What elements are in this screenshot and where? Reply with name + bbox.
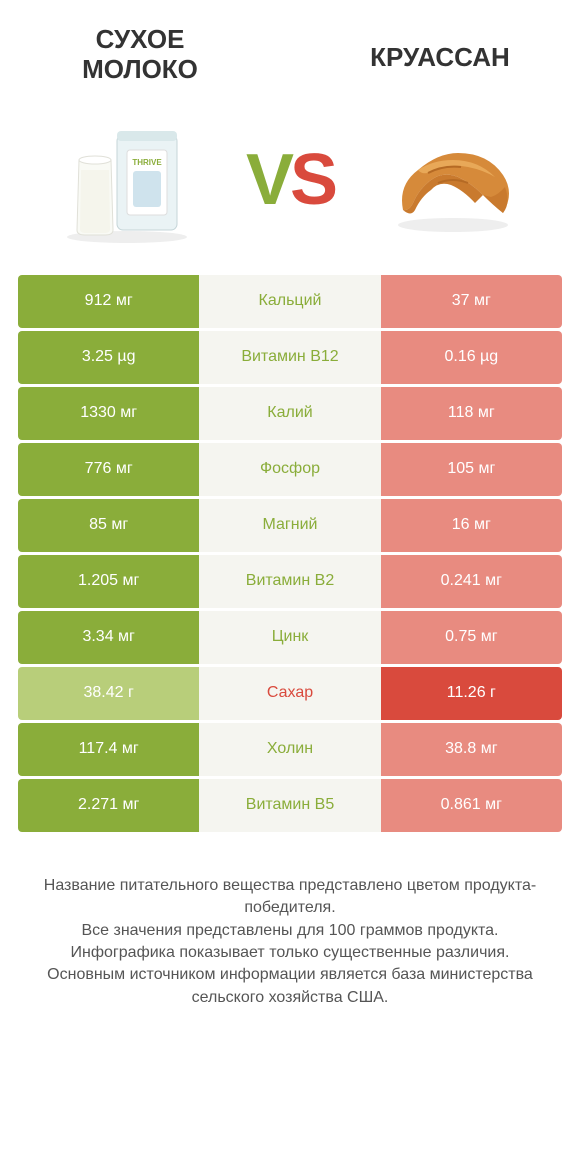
value-right: 38.8 мг — [381, 723, 562, 776]
table-row: 3.25 µgВитамин B120.16 µg — [18, 331, 562, 384]
footer-line: Инфографика показывает только существенн… — [30, 942, 550, 964]
value-right: 11.26 г — [381, 667, 562, 720]
product-right-image — [378, 110, 528, 250]
value-right: 0.861 мг — [381, 779, 562, 832]
nutrient-label: Фосфор — [199, 443, 380, 496]
value-left: 3.34 мг — [18, 611, 199, 664]
table-row: 85 мгМагний16 мг — [18, 499, 562, 552]
value-right: 16 мг — [381, 499, 562, 552]
milk-icon: THRIVE — [57, 115, 197, 245]
product-left-title: СУХОЕ МОЛОКО — [40, 25, 240, 85]
comparison-table: 912 мгКальций37 мг3.25 µgВитамин B120.16… — [0, 275, 580, 832]
value-right: 0.75 мг — [381, 611, 562, 664]
value-left: 38.42 г — [18, 667, 199, 720]
table-row: 3.34 мгЦинк0.75 мг — [18, 611, 562, 664]
nutrient-label: Холин — [199, 723, 380, 776]
nutrient-label: Кальций — [199, 275, 380, 328]
value-left: 776 мг — [18, 443, 199, 496]
croissant-icon — [383, 115, 523, 245]
table-row: 2.271 мгВитамин B50.861 мг — [18, 779, 562, 832]
table-row: 1330 мгКалий118 мг — [18, 387, 562, 440]
value-left: 117.4 мг — [18, 723, 199, 776]
value-right: 0.16 µg — [381, 331, 562, 384]
value-left: 1330 мг — [18, 387, 199, 440]
footer-notes: Название питательного вещества представл… — [0, 835, 580, 1009]
product-right-title: КРУАССАН — [340, 25, 540, 85]
value-right: 37 мг — [381, 275, 562, 328]
nutrient-label: Витамин B12 — [199, 331, 380, 384]
value-left: 912 мг — [18, 275, 199, 328]
table-row: 117.4 мгХолин38.8 мг — [18, 723, 562, 776]
value-right: 0.241 мг — [381, 555, 562, 608]
product-left-image: THRIVE — [52, 110, 202, 250]
table-row: 1.205 мгВитамин B20.241 мг — [18, 555, 562, 608]
table-row: 38.42 гСахар11.26 г — [18, 667, 562, 720]
footer-line: Основным источником информации является … — [30, 964, 550, 1009]
nutrient-label: Калий — [199, 387, 380, 440]
nutrient-label: Витамин B5 — [199, 779, 380, 832]
value-right: 105 мг — [381, 443, 562, 496]
value-left: 85 мг — [18, 499, 199, 552]
table-row: 776 мгФосфор105 мг — [18, 443, 562, 496]
value-left: 1.205 мг — [18, 555, 199, 608]
nutrient-label: Сахар — [199, 667, 380, 720]
value-right: 118 мг — [381, 387, 562, 440]
vs-s: S — [290, 140, 334, 220]
vs-v: V — [246, 140, 290, 220]
footer-line: Название питательного вещества представл… — [30, 875, 550, 920]
value-left: 2.271 мг — [18, 779, 199, 832]
nutrient-label: Магний — [199, 499, 380, 552]
header: СУХОЕ МОЛОКО КРУАССАН — [0, 0, 580, 95]
footer-line: Все значения представлены для 100 граммо… — [30, 920, 550, 942]
value-left: 3.25 µg — [18, 331, 199, 384]
vs-label: VS — [246, 139, 334, 221]
images-row: THRIVE VS — [0, 95, 580, 275]
svg-text:THRIVE: THRIVE — [132, 158, 162, 167]
nutrient-label: Цинк — [199, 611, 380, 664]
table-row: 912 мгКальций37 мг — [18, 275, 562, 328]
nutrient-label: Витамин B2 — [199, 555, 380, 608]
